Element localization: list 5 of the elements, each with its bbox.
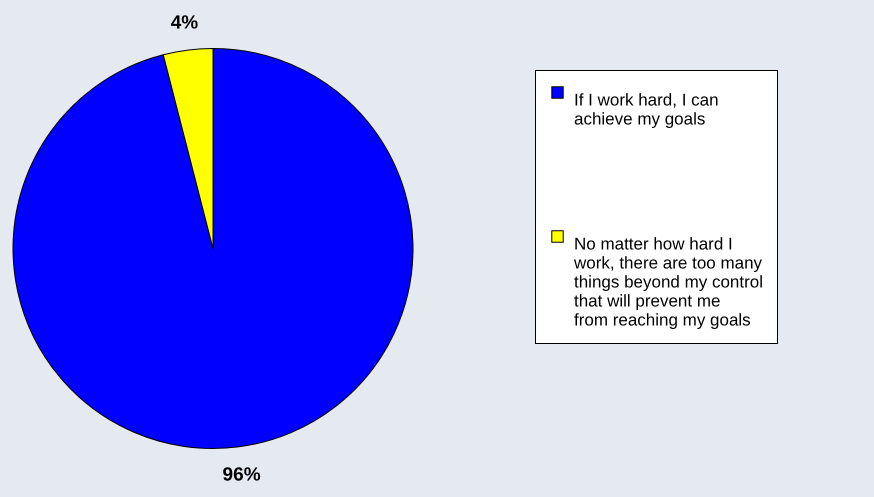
legend-label: No matter how hard I work, there are too many things beyond my control that will prevent me from reaching my goals <box>573 234 763 330</box>
data-label: 96% <box>222 464 261 486</box>
data-label: 4% <box>170 12 198 34</box>
legend-label: If I work hard, I can achieve my goals <box>574 90 719 128</box>
pie-slice <box>12 48 414 449</box>
